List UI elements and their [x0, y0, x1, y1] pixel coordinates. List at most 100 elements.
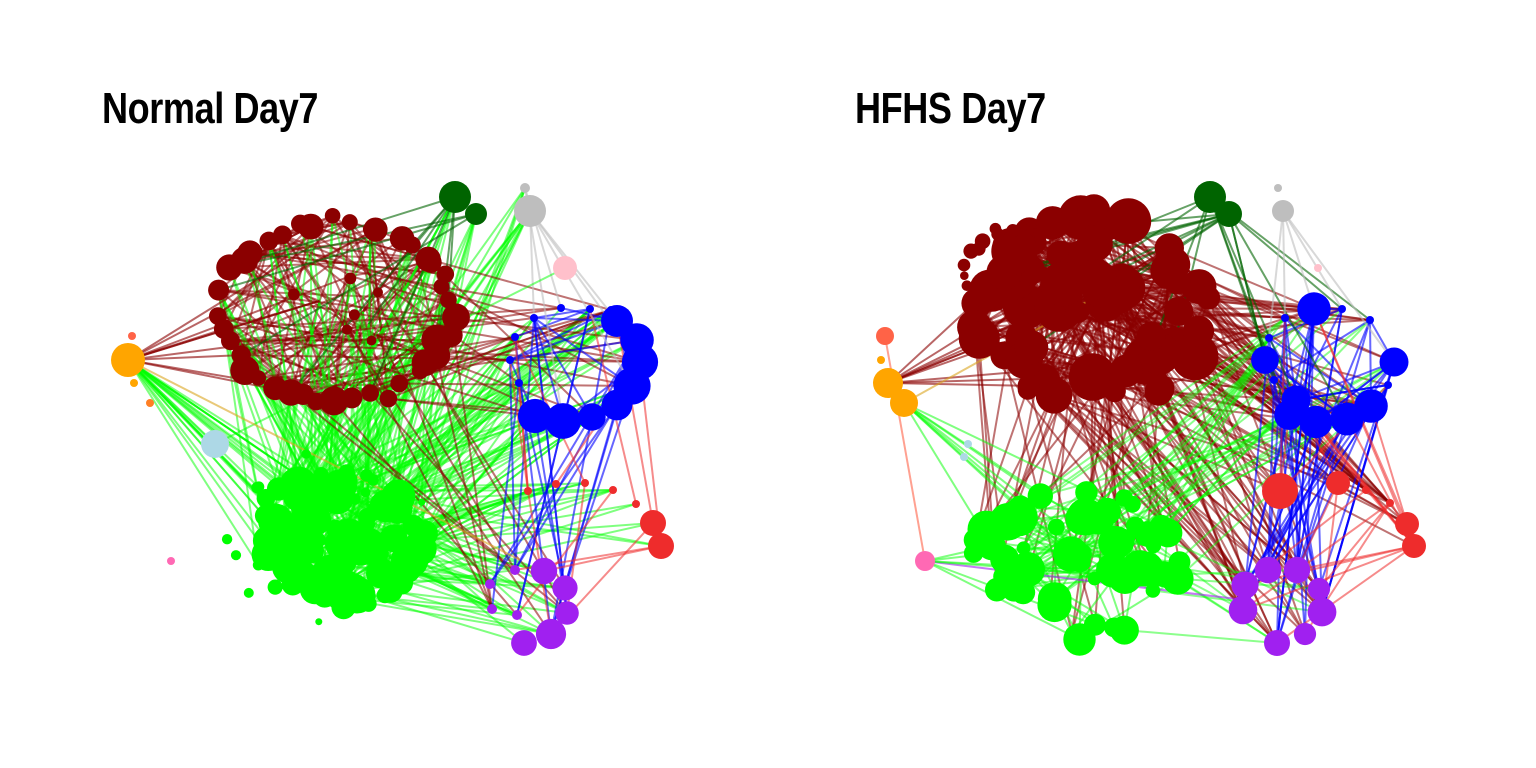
node-green	[1016, 541, 1031, 555]
network-edge	[240, 213, 477, 356]
node-red	[1402, 534, 1426, 558]
node-purple	[510, 565, 520, 575]
network-edge	[369, 196, 456, 394]
node-blue	[1270, 376, 1278, 384]
node-blue	[1338, 305, 1346, 313]
network-edge	[1124, 629, 1278, 644]
node-orange	[130, 379, 138, 387]
node-darkred	[960, 321, 997, 358]
node-purple	[1307, 597, 1337, 627]
node-darkred	[324, 208, 341, 224]
node-darkgreen	[1216, 201, 1242, 227]
node-darkred	[373, 287, 383, 298]
network-edge	[375, 334, 516, 571]
node-green	[289, 482, 309, 502]
node-darkred	[1183, 315, 1215, 347]
node-grey	[1272, 200, 1294, 222]
node-green	[382, 494, 413, 524]
panel-title-normal-day7: Normal Day7	[102, 84, 319, 133]
network-edge	[214, 267, 566, 445]
node-darkred	[991, 227, 1005, 241]
node-pink	[553, 256, 577, 280]
node-red	[1362, 486, 1370, 494]
network-edge	[297, 196, 456, 493]
node-green	[255, 524, 289, 558]
node-green	[315, 618, 323, 626]
network-edge	[514, 404, 618, 571]
network-edge	[996, 359, 1266, 591]
network-edge	[529, 210, 633, 387]
network-edge	[1228, 213, 1266, 361]
node-red	[552, 480, 560, 488]
node-blue	[586, 305, 594, 313]
node-green	[1087, 571, 1102, 586]
network-edge	[217, 315, 536, 417]
node-darkred	[436, 265, 455, 283]
network-edge	[1267, 317, 1286, 571]
node-purple	[552, 575, 578, 601]
node-darkred	[1196, 285, 1221, 310]
network-edge	[1370, 405, 1408, 525]
node-green	[1052, 536, 1089, 572]
node-green	[985, 577, 1009, 602]
network-edge	[1242, 502, 1391, 611]
network-edge	[1090, 337, 1270, 511]
network-edge	[405, 567, 518, 616]
node-green	[1161, 562, 1194, 595]
network-edge	[1160, 337, 1270, 527]
node-green	[292, 512, 303, 523]
node-blue	[506, 356, 514, 364]
node-grey	[1274, 184, 1282, 192]
node-blue	[530, 314, 538, 322]
node-green	[1040, 600, 1059, 619]
network-edge	[388, 309, 612, 400]
node-green	[349, 493, 361, 505]
node-red	[648, 533, 674, 559]
node-green	[344, 524, 375, 555]
node-darkred	[974, 233, 991, 249]
node-green	[356, 580, 368, 592]
node-darkgreen	[465, 203, 487, 225]
node-green	[267, 579, 283, 595]
node-purple	[511, 630, 537, 656]
network-edge	[127, 359, 270, 555]
node-darkred	[1006, 224, 1020, 238]
node-darkred	[403, 236, 421, 254]
node-green	[270, 503, 278, 511]
node-blue	[1354, 389, 1388, 423]
network-edge	[1295, 308, 1343, 401]
node-darkred	[1076, 259, 1117, 300]
network-edge	[1160, 387, 1281, 492]
network-edge	[1176, 577, 1278, 644]
network-edge	[1282, 210, 1286, 319]
node-blue	[607, 306, 615, 314]
node-darkgreen	[1194, 181, 1226, 213]
node-red	[581, 479, 589, 487]
network-edge	[1162, 361, 1395, 575]
network-edge	[491, 382, 520, 610]
node-green	[230, 550, 242, 561]
node-green	[313, 467, 329, 482]
node-purple	[1254, 556, 1282, 584]
node-lightblue	[964, 440, 972, 448]
node-blue	[1265, 334, 1273, 342]
network-edge	[405, 489, 614, 569]
node-purple	[555, 601, 579, 625]
node-darkred	[273, 225, 292, 245]
network-edge	[385, 522, 654, 584]
node-purple	[1264, 630, 1290, 656]
network-edge	[1018, 517, 1081, 640]
network-edge	[1296, 308, 1315, 571]
node-green	[342, 552, 352, 563]
network-edge	[223, 307, 562, 330]
network-edge	[1167, 319, 1371, 534]
node-hotpink	[167, 557, 175, 565]
network-edge	[229, 213, 477, 269]
node-blue	[1281, 314, 1289, 322]
node-darkred	[961, 280, 973, 292]
network-edge	[127, 359, 260, 566]
node-purple	[530, 557, 558, 585]
network-edge	[376, 334, 593, 418]
node-green	[331, 594, 356, 620]
